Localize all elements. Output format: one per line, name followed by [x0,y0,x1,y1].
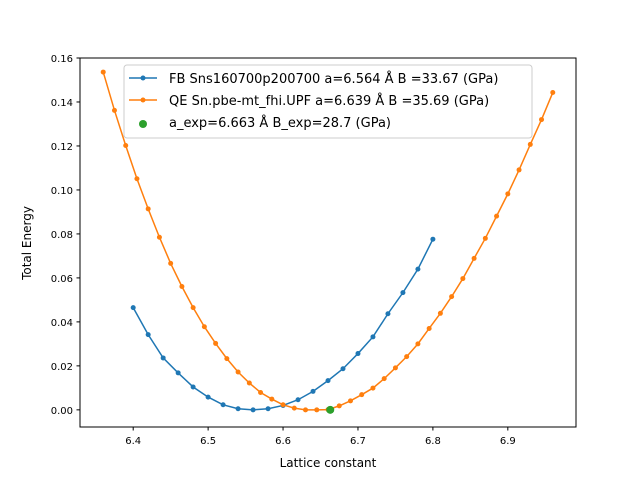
data-point [224,356,230,362]
data-point [415,341,421,347]
data-point [527,141,533,147]
x-axis-label: Lattice constant [280,456,377,470]
data-point [430,236,436,242]
data-point [265,406,271,412]
data-point [381,376,387,382]
data-point [100,69,106,75]
x-tick-label: 6.4 [125,436,141,447]
data-point [258,389,264,395]
data-point [213,340,219,346]
legend-label: FB Sns160700p200700 a=6.564 Å B =33.67 (… [169,71,498,87]
data-point [370,385,376,391]
data-point [280,402,286,408]
data-point [494,213,500,219]
data-point [220,402,226,408]
data-point [359,392,365,398]
data-point [295,397,301,403]
data-point [347,398,353,404]
data-point [460,276,466,282]
data-point [201,324,207,330]
data-point [111,107,117,113]
legend-marker [139,120,147,128]
data-point [205,394,211,400]
y-axis: 0.00 0.02 0.04 0.06 0.08 0.10 0.12 0.14 0.16 [51,54,80,417]
y-tick-label: 0.16 [51,54,73,65]
x-tick-label: 6.7 [350,436,366,447]
x-tick-label: 6.6 [275,436,291,447]
data-point [400,290,406,296]
data-point [190,384,196,390]
series-layer [100,69,556,414]
series-2 [326,405,335,414]
data-point [250,407,256,413]
series-0 [130,236,436,413]
y-axis-label: Total Energy [20,206,34,281]
data-point [156,234,162,240]
data-point [437,310,443,316]
data-point [550,90,556,96]
x-axis: 6.4 6.5 6.6 6.7 6.8 6.9 [125,427,516,447]
data-point [190,305,196,311]
data-point [160,355,166,361]
data-point [303,407,309,413]
data-point [291,405,297,411]
plot-frame [79,57,577,428]
x-tick-label: 6.8 [425,436,441,447]
data-point [392,365,398,371]
data-point [314,407,320,413]
data-point [235,369,241,375]
data-point [130,305,136,311]
data-point [123,143,129,149]
data-point [471,255,477,261]
data-point [336,403,342,409]
data-point [235,406,241,412]
data-point [370,334,376,340]
y-tick-label: 0.12 [51,142,73,153]
data-point [310,388,316,394]
data-point [505,191,511,197]
x-tick-label: 6.5 [200,436,216,447]
data-point [175,370,181,376]
y-tick-label: 0.04 [51,318,73,329]
data-point [449,294,455,300]
data-point [269,396,275,402]
data-point [415,266,421,272]
data-point [340,366,346,372]
data-point [404,354,410,360]
data-point [539,117,545,123]
legend-marker [140,75,146,81]
legend-label: QE Sn.pbe-mt_fhi.UPF a=6.639 Å B =35.69 … [169,93,489,109]
y-tick-label: 0.14 [51,98,73,109]
data-point [325,378,331,384]
legend-box [123,64,533,139]
legend-label: a_exp=6.663 Å B_exp=28.7 (GPa) [169,115,391,131]
data-point [145,206,151,212]
data-point [516,167,522,173]
data-point [355,351,361,357]
data-point [426,325,432,331]
x-tick-label: 6.9 [500,436,516,447]
legend-marker [140,97,146,103]
data-point [326,405,335,414]
data-point [168,260,174,266]
y-tick-label: 0.06 [51,274,73,285]
data-point [246,380,252,386]
data-point [482,235,488,241]
data-point [134,176,140,182]
y-tick-label: 0.02 [51,362,73,373]
y-tick-label: 0.10 [51,186,73,197]
legend: FB Sns160700p200700 a=6.564 Å B =33.67 (… [123,64,533,139]
data-point [145,332,151,338]
data-point [179,283,185,289]
y-tick-label: 0.08 [51,230,73,241]
data-point [385,311,391,317]
y-tick-label: 0.00 [51,406,73,417]
